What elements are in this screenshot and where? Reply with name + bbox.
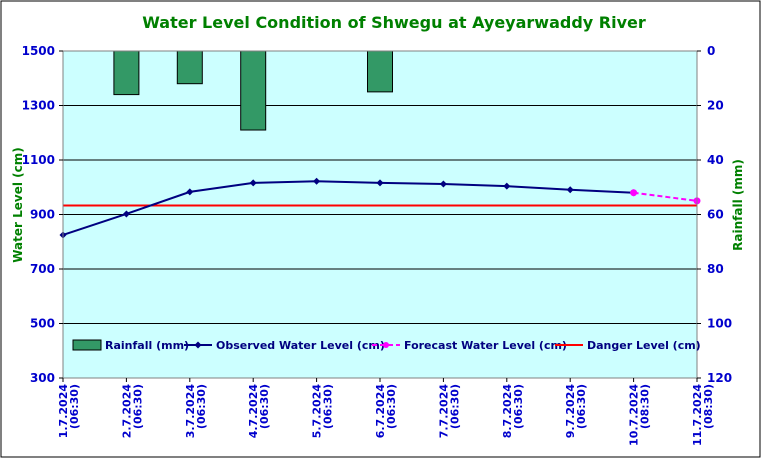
rainfall-bar (176, 50, 203, 85)
left-axis-ticks: 300 500 700 900 1100 1300 1500 (22, 44, 63, 385)
legend-forecast-marker (383, 342, 389, 348)
x-tick-label: 11.7.2024(08:30) (691, 384, 715, 446)
x-tick-label: 2.7.2024(06:30) (120, 384, 144, 439)
observed-point (376, 179, 384, 187)
y-tick-label: 500 (30, 317, 55, 331)
legend-forecast-label: Forecast Water Level (cm) (404, 339, 567, 352)
right-axis-ticks: 0 20 40 60 80 100 120 (697, 44, 732, 385)
y-tick-label: 1100 (22, 153, 55, 167)
observed-point (186, 188, 194, 196)
y2-tick-label: 100 (707, 317, 732, 331)
y2-tick-label: 0 (707, 44, 715, 58)
legend-danger-label: Danger Level (cm) (587, 339, 701, 352)
y-tick-label: 1500 (22, 44, 55, 58)
x-tick-label: 9.7.2024(06:30) (564, 384, 588, 439)
gridlines (63, 105, 697, 324)
observed-point (313, 177, 321, 185)
legend-rainfall-label: Rainfall (mm) (105, 339, 189, 352)
y-tick-label: 700 (30, 262, 55, 276)
legend-observed-marker (194, 341, 202, 349)
y-axis-label: Water Level (cm) (11, 147, 25, 263)
observed-point (439, 180, 447, 188)
x-tick-label: 6.7.2024(06:30) (374, 384, 398, 439)
y-tick-label: 1300 (22, 99, 55, 113)
chart-title: Water Level Condition of Shwegu at Ayeya… (142, 13, 646, 32)
y-tick-label: 300 (30, 371, 55, 385)
y2-tick-label: 120 (707, 371, 732, 385)
forecast-line-path (633, 191, 698, 202)
forecast-point (630, 189, 638, 197)
observed-point (122, 210, 130, 218)
x-tick-label: 4.7.2024(06:30) (247, 384, 271, 439)
observed-point (249, 179, 257, 187)
x-tick-label: 8.7.2024(06:30) (501, 384, 525, 439)
legend: Rainfall (mm) Observed Water Level (cm) Fo… (72, 339, 701, 352)
y2-tick-label: 80 (707, 262, 724, 276)
legend-observed-label: Observed Water Level (cm) (216, 339, 385, 352)
y2-axis-label: Rainfall (mm) (731, 159, 745, 251)
observed-point (503, 182, 511, 190)
observed-point (566, 186, 574, 194)
x-tick-label: 3.7.2024(06:30) (184, 384, 208, 439)
x-tick-label: 7.7.2024(06:30) (437, 384, 461, 439)
legend-rainfall-swatch (72, 339, 102, 351)
x-tick-label: 1.7.2024(06:30) (57, 384, 81, 439)
y2-tick-label: 40 (707, 153, 724, 167)
y2-tick-label: 20 (707, 99, 724, 113)
x-tick-label: 5.7.2024(06:30) (311, 384, 335, 439)
y2-tick-label: 60 (707, 208, 724, 222)
y-tick-label: 900 (30, 208, 55, 222)
rainfall-bars (113, 50, 393, 131)
rainfall-bar (367, 50, 393, 93)
x-tick-label: 10.7.2024(08:30) (628, 384, 652, 446)
rainfall-bar (113, 50, 140, 96)
rainfall-bar (240, 50, 267, 131)
observed-line-path (62, 180, 634, 236)
x-axis-ticks: 1.7.2024(06:30) 2.7.2024(06:30) 3.7.2024(0… (57, 378, 715, 446)
